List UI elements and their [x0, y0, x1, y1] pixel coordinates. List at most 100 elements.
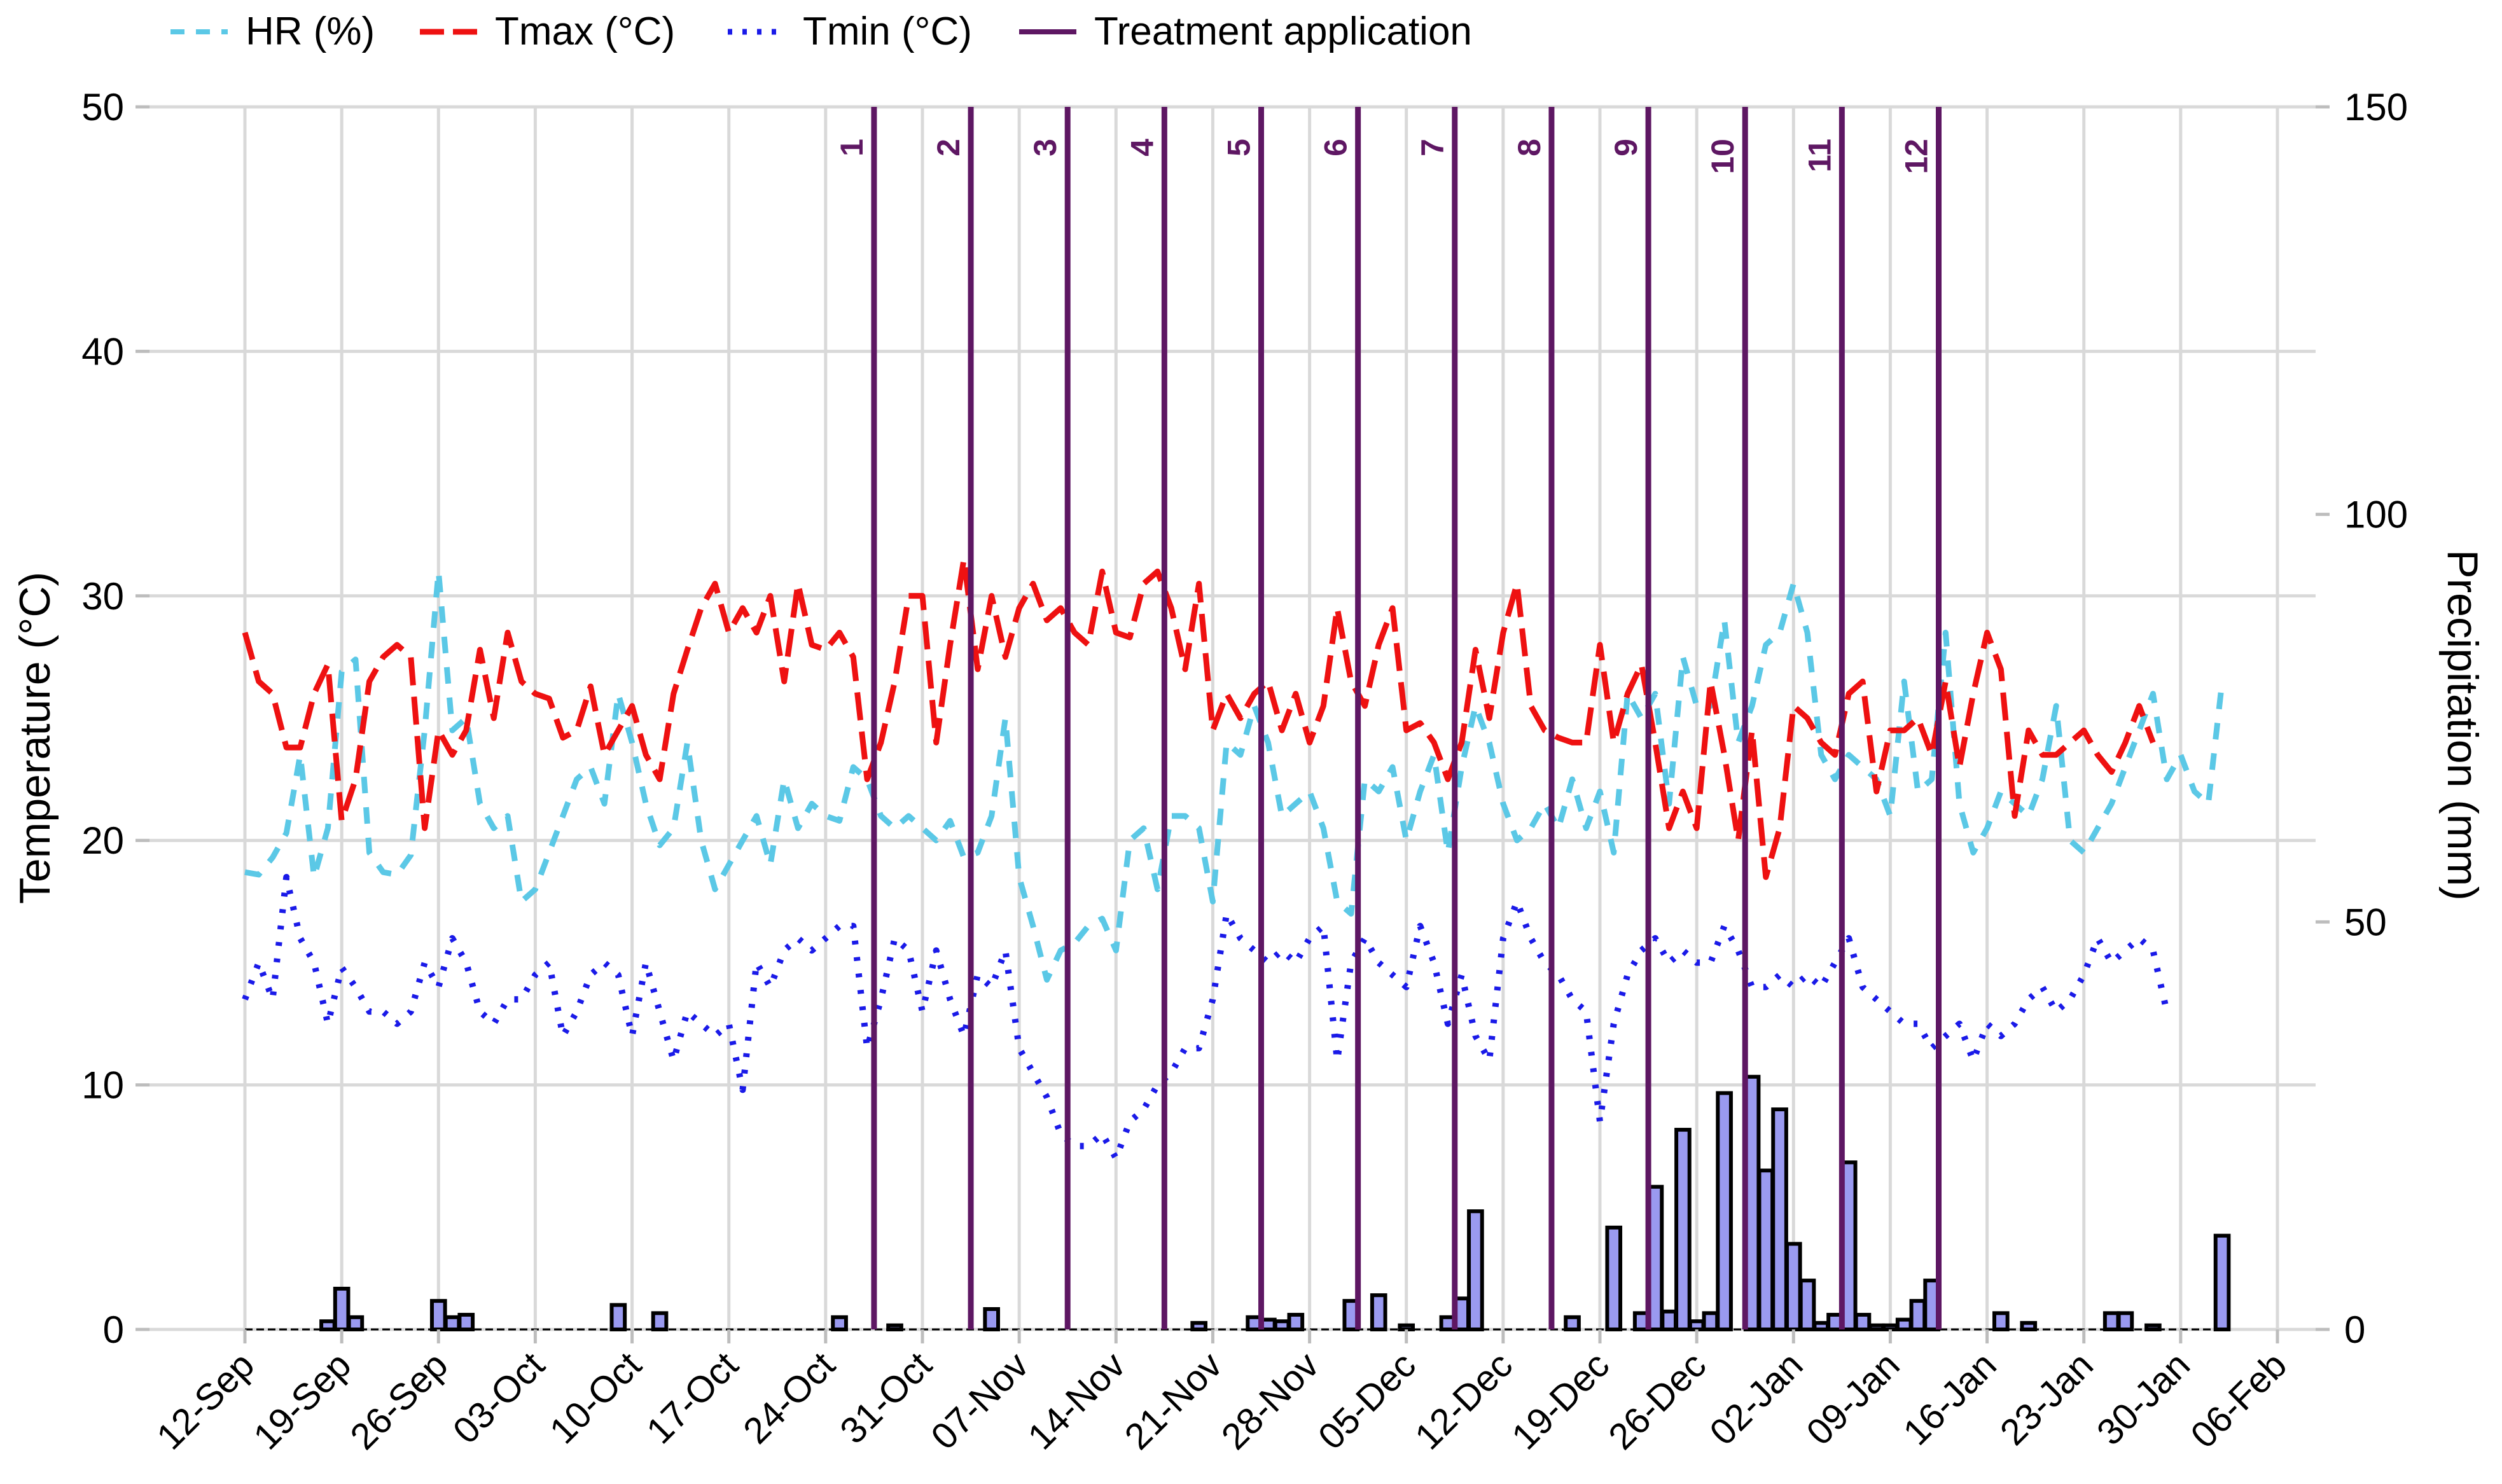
series-line-hr — [244, 568, 2225, 983]
x-tick-label: 30-Jan — [2089, 1344, 2198, 1453]
precipitation-bar — [886, 1323, 903, 1331]
legend-label-tmin: Tmin (°C) — [803, 10, 972, 53]
legend-item-hr: HR (%) — [170, 9, 375, 54]
precipitation-bar — [1688, 1319, 1706, 1332]
treatment-label-9: 9 — [1608, 139, 1644, 156]
x-tick-label: 02-Jan — [1702, 1344, 1810, 1453]
legend-item-treatment: Treatment application — [1019, 9, 1472, 54]
precipitation-bar — [347, 1315, 365, 1332]
precipitation-bar — [429, 1299, 447, 1331]
y-tick-label: 40 — [81, 330, 124, 373]
precipitation-bar — [333, 1286, 351, 1332]
y2-tick-label: 100 — [2344, 494, 2408, 536]
precipitation-bar — [1467, 1209, 1484, 1331]
treatment-lines: 1 2 3 4 5 6 7 8 9 10 11 12 — [834, 107, 1942, 1329]
series-lines — [242, 556, 2225, 1162]
legend-label-treatment: Treatment application — [1094, 10, 1472, 53]
y2-tick-label: 0 — [2344, 1308, 2365, 1351]
precipitation-bars — [319, 1074, 2231, 1332]
treatment-label-8: 8 — [1512, 139, 1547, 156]
x-tick-label: 26-Dec — [1601, 1344, 1714, 1457]
x-tick-label: 23-Jan — [1992, 1344, 2101, 1453]
legend-swatch-tmax — [420, 29, 477, 34]
precipitation-bar — [1702, 1311, 1720, 1331]
precipitation-bar — [831, 1315, 848, 1332]
series-line-tmin — [242, 873, 2170, 1162]
x-tick-label: 17-Oct — [639, 1344, 746, 1452]
precipitation-bar — [1660, 1309, 1678, 1331]
x-tick-label: 05-Dec — [1310, 1344, 1424, 1457]
x-tick-label: 28-Nov — [1214, 1344, 1327, 1457]
x-tick-label: 21-Nov — [1116, 1344, 1230, 1457]
y2-tick-label: 50 — [2344, 901, 2387, 943]
precipitation-bar — [1564, 1315, 1581, 1332]
treatment-label-3: 3 — [1027, 139, 1063, 156]
treatment-label-12: 12 — [1899, 139, 1935, 174]
precipitation-bar — [609, 1303, 627, 1332]
precipitation-bar — [1771, 1107, 1788, 1332]
treatment-label-2: 2 — [931, 139, 966, 156]
precipitation-bar — [2102, 1311, 2120, 1331]
precipitation-bar — [2213, 1233, 2231, 1331]
precipitation-bar — [1992, 1311, 2010, 1331]
legend-label-tmax: Tmax (°C) — [495, 10, 676, 53]
precipitation-bar — [983, 1307, 1000, 1331]
legend-swatch-hr — [170, 29, 228, 34]
x-tick-label: 06-Feb — [2183, 1344, 2295, 1456]
x-tick-label: 09-Jan — [1798, 1344, 1907, 1453]
y2-axis-title: Precipitation (mm) — [2438, 550, 2487, 901]
treatment-label-1: 1 — [834, 139, 870, 156]
y-tick-label: 0 — [103, 1308, 124, 1351]
precipitation-bar — [1895, 1317, 1913, 1332]
treatment-label-6: 6 — [1318, 139, 1354, 156]
x-tick-label: 14-Nov — [1020, 1344, 1133, 1457]
precipitation-bar — [1812, 1321, 1830, 1331]
precipitation-bar — [2020, 1321, 2038, 1331]
series-line-tmax — [242, 556, 2156, 880]
precipitation-bar — [1716, 1091, 1733, 1331]
x-tick-label: 10-Oct — [542, 1344, 650, 1452]
x-tick-label: 12-Sep — [149, 1344, 262, 1457]
treatment-label-7: 7 — [1415, 139, 1450, 156]
x-tick-label: 31-Oct — [832, 1344, 940, 1452]
precipitation-bar — [1854, 1312, 1872, 1332]
precipitation-bar — [1757, 1168, 1775, 1332]
precipitation-bar — [1190, 1321, 1208, 1331]
legend-swatch-tmin — [728, 29, 785, 34]
legend-label-hr: HR (%) — [246, 10, 375, 53]
x-tick-label: 03-Oct — [445, 1344, 553, 1452]
legend-swatch-treatment — [1019, 29, 1076, 34]
precipitation-bar — [2116, 1311, 2134, 1331]
treatment-label-11: 11 — [1802, 139, 1837, 172]
precipitation-bar — [457, 1312, 475, 1332]
axes: Temperature (°C) Precipitation (mm) 0102… — [11, 86, 2487, 1457]
precipitation-bar — [1798, 1279, 1816, 1331]
legend-item-tmin: Tmin (°C) — [728, 9, 972, 54]
y-axis-title: Temperature (°C) — [11, 572, 59, 904]
treatment-label-10: 10 — [1705, 139, 1741, 174]
treatment-label-4: 4 — [1124, 139, 1160, 156]
x-tick-label: 26-Sep — [342, 1344, 455, 1457]
x-tick-label: 07-Nov — [923, 1344, 1036, 1457]
y2-tick-label: 150 — [2344, 86, 2408, 128]
x-tick-label: 16-Jan — [1895, 1344, 2004, 1453]
precipitation-bar — [1273, 1319, 1291, 1332]
y-tick-label: 50 — [81, 86, 124, 128]
precipitation-bar — [1605, 1225, 1623, 1332]
y-tick-label: 20 — [81, 819, 124, 862]
treatment-label-5: 5 — [1221, 139, 1257, 156]
legend-item-tmax: Tmax (°C) — [420, 9, 675, 54]
y-tick-label: 30 — [81, 575, 124, 618]
y-tick-label: 10 — [81, 1064, 124, 1107]
precipitation-bar — [651, 1311, 669, 1331]
precipitation-bar — [443, 1315, 461, 1332]
x-tick-label: 19-Sep — [246, 1344, 359, 1457]
precipitation-bar — [1784, 1242, 1802, 1331]
precipitation-bar — [1674, 1128, 1692, 1332]
x-tick-label: 12-Dec — [1407, 1344, 1520, 1457]
precipitation-bar — [319, 1319, 337, 1332]
x-tick-label: 19-Dec — [1504, 1344, 1617, 1457]
precipitation-bar — [1909, 1299, 1927, 1331]
x-tick-label: 24-Oct — [735, 1344, 843, 1452]
grid — [149, 105, 2316, 1331]
